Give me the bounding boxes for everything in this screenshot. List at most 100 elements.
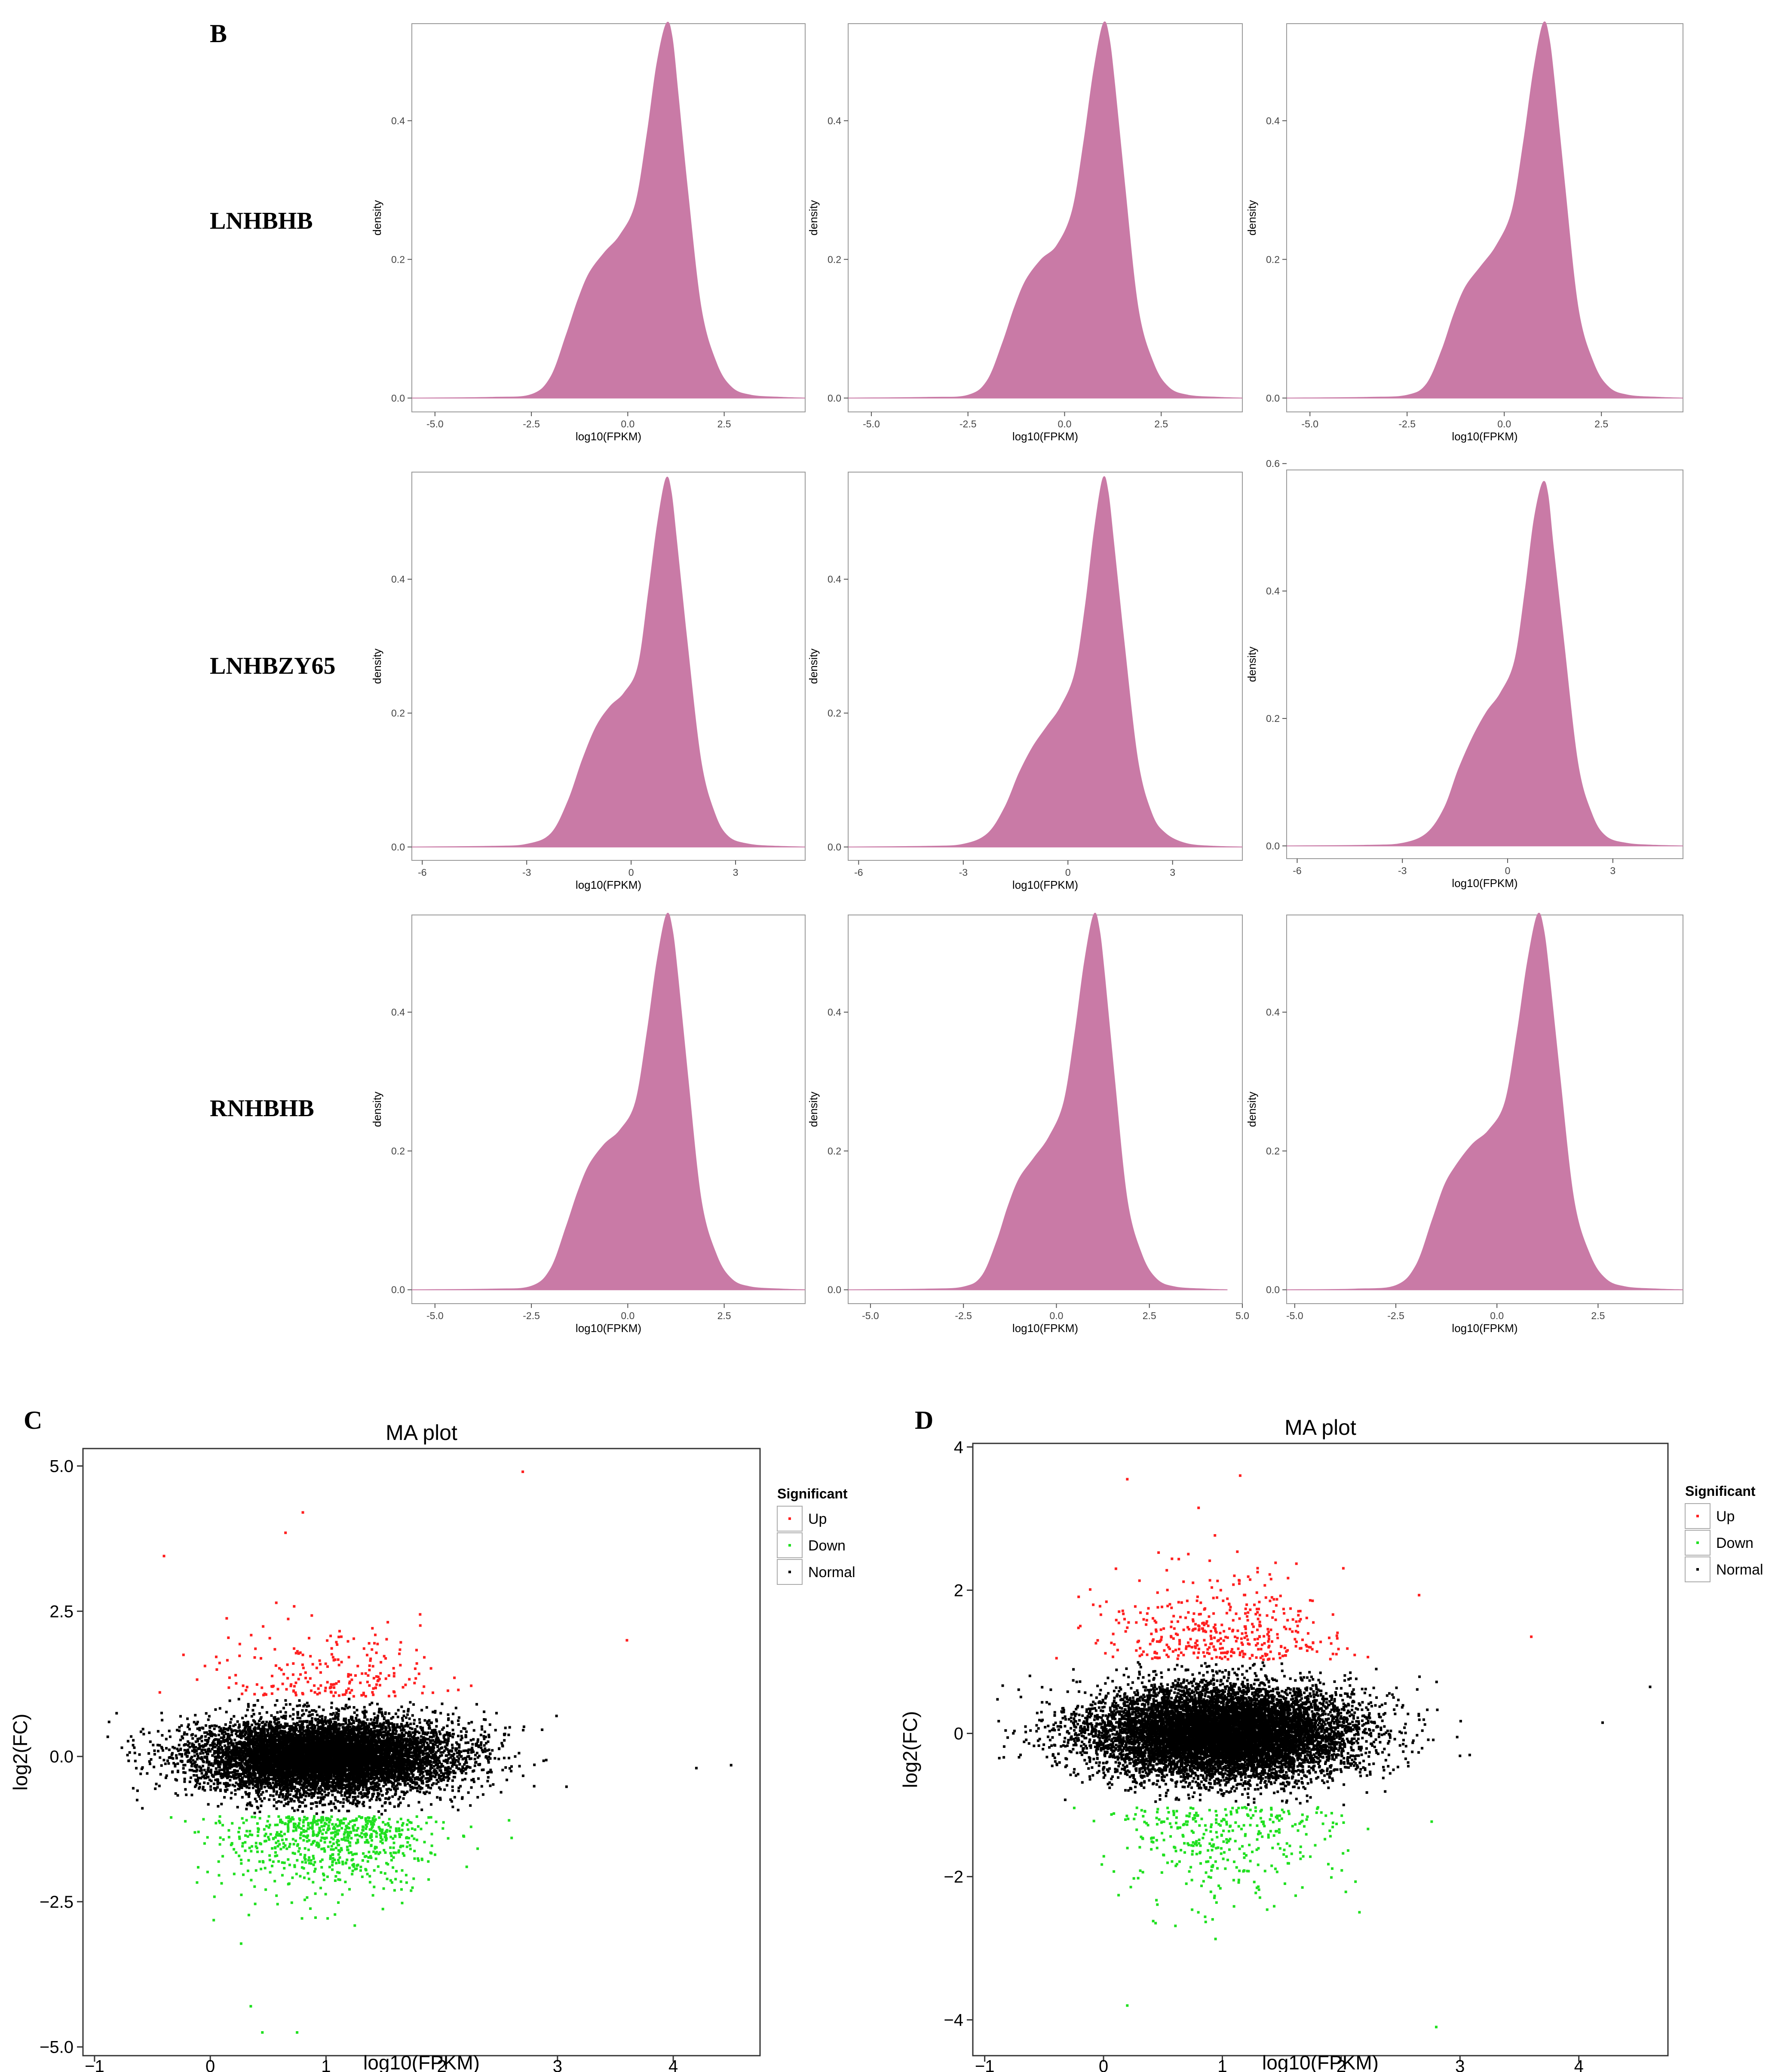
normal-point bbox=[473, 1758, 476, 1761]
row-label-lnhbzy65: LNHBZY65 bbox=[210, 653, 336, 679]
normal-point bbox=[334, 1805, 337, 1808]
normal-point bbox=[354, 1796, 357, 1799]
normal-point bbox=[388, 1802, 391, 1805]
normal-point bbox=[491, 1749, 494, 1752]
normal-point bbox=[265, 1711, 268, 1714]
normal-point bbox=[150, 1758, 153, 1761]
normal-point bbox=[233, 1764, 236, 1767]
normal-point bbox=[226, 1782, 229, 1785]
normal-point bbox=[136, 1789, 139, 1792]
normal-point bbox=[459, 1785, 462, 1788]
x-tick-label: -3 bbox=[959, 867, 968, 878]
normal-point bbox=[330, 1701, 333, 1704]
normal-point bbox=[387, 1725, 390, 1728]
normal-point bbox=[443, 1740, 446, 1744]
x-tick-label: -5.0 bbox=[863, 418, 880, 430]
normal-point bbox=[304, 1795, 307, 1798]
normal-point bbox=[220, 1736, 223, 1739]
x-tick-label: 2.5 bbox=[1154, 418, 1168, 430]
normal-point bbox=[464, 1727, 466, 1730]
normal-point bbox=[225, 1728, 228, 1731]
normal-point bbox=[417, 1737, 420, 1739]
normal-point bbox=[233, 1785, 236, 1788]
normal-point bbox=[342, 1798, 345, 1801]
y-tick-label: 0.4 bbox=[828, 115, 841, 126]
x-tick-label: -5.0 bbox=[862, 1310, 879, 1321]
normal-point bbox=[257, 1739, 261, 1742]
normal-point bbox=[263, 1786, 266, 1789]
normal-point bbox=[455, 1764, 458, 1767]
y-tick-label: 0.4 bbox=[1266, 115, 1280, 126]
normal-point bbox=[296, 1716, 299, 1719]
y-tick-label: 0.2 bbox=[391, 254, 405, 265]
normal-point bbox=[297, 1730, 300, 1733]
normal-point bbox=[451, 1789, 454, 1792]
normal-point bbox=[456, 1743, 459, 1746]
normal-point bbox=[210, 1780, 213, 1782]
normal-point bbox=[234, 1793, 237, 1796]
normal-point bbox=[373, 1719, 376, 1722]
normal-point bbox=[262, 1721, 265, 1723]
normal-point bbox=[399, 1739, 402, 1742]
y-tick-label: 0.2 bbox=[828, 254, 841, 265]
normal-point bbox=[298, 1699, 301, 1702]
normal-point bbox=[248, 1787, 251, 1790]
normal-point bbox=[392, 1755, 395, 1758]
normal-point bbox=[313, 1709, 316, 1712]
panel-letter-c: C bbox=[24, 1406, 42, 1434]
normal-point bbox=[464, 1734, 467, 1737]
normal-point bbox=[392, 1723, 395, 1726]
normal-point bbox=[194, 1760, 197, 1763]
normal-point bbox=[208, 1715, 211, 1718]
normal-point bbox=[190, 1769, 193, 1772]
normal-point bbox=[486, 1771, 489, 1774]
normal-point bbox=[460, 1771, 463, 1774]
normal-point bbox=[484, 1718, 487, 1721]
normal-point bbox=[242, 1784, 245, 1787]
y-tick-label: 0.2 bbox=[828, 707, 841, 718]
y-tick-label: 0.0 bbox=[828, 1284, 841, 1295]
normal-point bbox=[421, 1771, 424, 1774]
normal-point bbox=[229, 1721, 232, 1724]
x-tick-label: -2.5 bbox=[1387, 1310, 1404, 1321]
normal-point bbox=[236, 1806, 239, 1808]
normal-point bbox=[487, 1756, 490, 1758]
normal-point bbox=[282, 1707, 285, 1710]
normal-point bbox=[476, 1740, 479, 1743]
normal-point bbox=[443, 1788, 446, 1791]
normal-point bbox=[352, 1799, 355, 1802]
normal-point bbox=[280, 1716, 283, 1719]
normal-point bbox=[315, 1812, 318, 1815]
normal-point bbox=[155, 1783, 158, 1786]
normal-point bbox=[484, 1747, 487, 1750]
y-tick-label: 0.6 bbox=[1266, 458, 1280, 469]
normal-point bbox=[283, 1732, 286, 1735]
normal-point bbox=[335, 1712, 338, 1715]
y-tick-label: 0.2 bbox=[1266, 1145, 1280, 1157]
normal-point bbox=[228, 1783, 231, 1787]
normal-point bbox=[239, 1730, 242, 1733]
normal-point bbox=[487, 1776, 490, 1779]
normal-point bbox=[447, 1766, 450, 1769]
normal-point bbox=[282, 1715, 285, 1717]
normal-point bbox=[430, 1803, 432, 1806]
normal-point bbox=[467, 1741, 469, 1744]
normal-point bbox=[277, 1721, 280, 1724]
normal-point bbox=[328, 1787, 331, 1790]
y-tick-label: 0.2 bbox=[391, 1145, 405, 1157]
normal-point bbox=[368, 1703, 371, 1706]
normal-point bbox=[445, 1784, 448, 1787]
normal-point bbox=[330, 1781, 333, 1784]
normal-point bbox=[429, 1735, 432, 1738]
normal-point bbox=[201, 1775, 204, 1778]
normal-point bbox=[409, 1727, 412, 1730]
y-tick-label: 0.4 bbox=[391, 574, 405, 585]
x-tick-label: 2.5 bbox=[1591, 1310, 1605, 1321]
normal-point bbox=[451, 1765, 454, 1768]
normal-point bbox=[376, 1789, 379, 1791]
normal-point bbox=[457, 1760, 460, 1763]
x-tick-label: -5.0 bbox=[426, 1310, 444, 1321]
normal-point bbox=[176, 1794, 179, 1797]
y-tick-label: 0.2 bbox=[1266, 713, 1280, 724]
